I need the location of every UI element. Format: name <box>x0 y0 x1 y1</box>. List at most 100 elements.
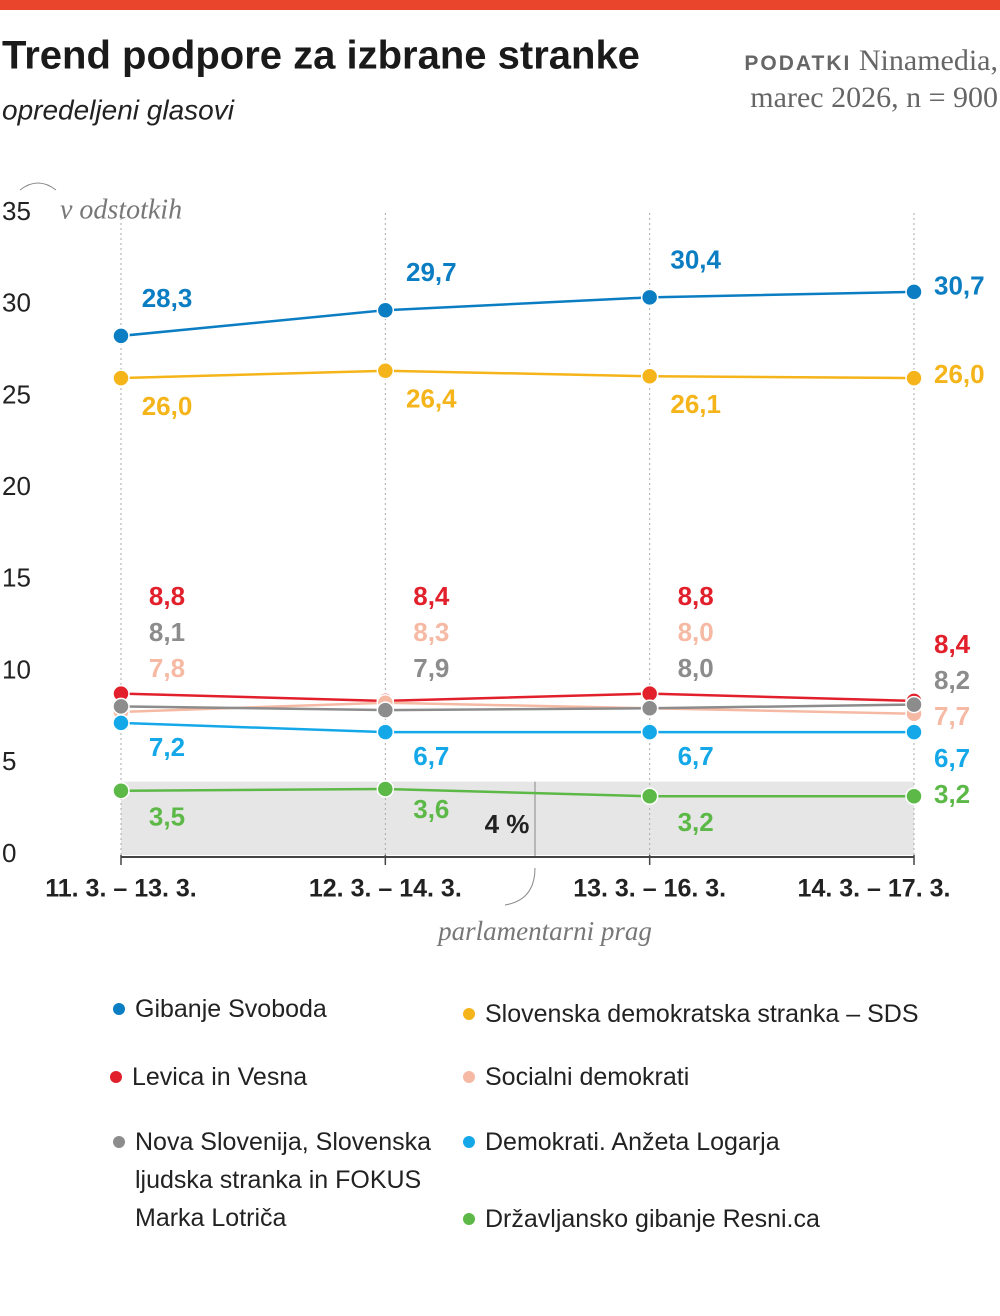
source-label: PODATKI <box>744 52 852 75</box>
point <box>640 367 659 386</box>
value-label: 8,8 <box>149 581 185 611</box>
point <box>905 369 923 387</box>
chart: Trend podpore za izbrane stranke opredel… <box>0 0 1000 946</box>
series-line <box>120 721 914 734</box>
value-label: 8,0 <box>678 617 714 647</box>
legend-label: Socialni demokrati <box>485 1063 690 1091</box>
x-tick-label: 12. 3. – 14. 3. <box>309 875 462 903</box>
legend-label: Nova Slovenija, Slovenska ljudska strank… <box>135 1128 431 1232</box>
legend-marker <box>113 1003 125 1015</box>
legend-item: Slovenska demokratska stranka – SDS <box>463 995 965 1033</box>
legend-marker <box>463 1213 475 1225</box>
y-tick-label: 10 <box>2 654 31 684</box>
legend-item: Državljansko gibanje Resni.ca <box>463 1200 965 1238</box>
point <box>376 723 395 741</box>
legend-marker <box>113 1136 125 1148</box>
value-label: 26,0 <box>934 359 985 389</box>
value-label: 3,5 <box>149 802 185 832</box>
value-label: 3,2 <box>678 807 714 837</box>
y-tick-label: 0 <box>2 838 16 868</box>
threshold-label: 4 % <box>485 809 530 839</box>
value-label: 7,7 <box>934 701 970 731</box>
legend-marker <box>110 1071 122 1083</box>
point <box>112 714 130 732</box>
value-label: 3,2 <box>934 779 970 809</box>
point <box>376 361 395 380</box>
x-tick-label: 13. 3. – 16. 3. <box>573 875 726 903</box>
value-label: 6,7 <box>934 743 970 773</box>
point <box>640 787 659 806</box>
value-label: 8,1 <box>149 617 185 647</box>
chart-title: Trend podpore za izbrane stranke <box>2 34 640 78</box>
value-label: 6,7 <box>413 741 449 771</box>
value-label: 29,7 <box>406 257 457 287</box>
point <box>112 782 130 800</box>
y-tick-label: 15 <box>2 563 31 593</box>
series-line <box>120 692 915 703</box>
point <box>640 288 659 307</box>
legend-marker <box>463 1136 475 1148</box>
value-label: 7,2 <box>149 732 185 762</box>
value-label: 8,0 <box>678 653 714 683</box>
source: PODATKI Ninamedia, marec 2026, n = 900 <box>698 44 998 115</box>
point <box>905 283 923 301</box>
value-label: 7,8 <box>149 653 185 683</box>
chart-subtitle: opredeljeni glasovi <box>2 94 235 125</box>
legend-marker <box>463 1071 475 1083</box>
legend-label: Državljansko gibanje Resni.ca <box>485 1205 820 1233</box>
legend-label: Demokrati. Anžeta Logarja <box>485 1128 780 1156</box>
series-line <box>120 369 915 380</box>
point <box>905 787 923 806</box>
threshold-annotation: parlamentarni prag <box>436 916 652 946</box>
point <box>376 301 395 319</box>
point <box>376 701 395 719</box>
value-label: 8,2 <box>934 665 970 695</box>
legend-item: Gibanje Svoboda <box>113 990 615 1028</box>
y-tick-label: 20 <box>2 471 31 501</box>
y-tick-label: 5 <box>2 746 16 776</box>
point <box>905 695 923 714</box>
value-label: 8,4 <box>413 581 450 611</box>
value-label: 28,3 <box>142 283 193 313</box>
source-text: Ninamedia, marec 2026, n = 900 <box>750 44 998 114</box>
x-tick-label: 11. 3. – 13. 3. <box>45 875 197 903</box>
legend-marker <box>463 1008 475 1020</box>
series-line <box>120 787 914 798</box>
legend-label: Levica in Vesna <box>132 1063 308 1091</box>
y-axis-label: v odstotkih <box>60 194 182 225</box>
x-tick-label: 14. 3. – 17. 3. <box>798 875 951 903</box>
value-label: 8,4 <box>934 629 971 659</box>
value-label: 8,3 <box>413 617 449 647</box>
decor <box>19 182 57 191</box>
legend-item: Demokrati. Anžeta Logarja <box>463 1123 965 1161</box>
point <box>905 723 923 741</box>
value-label: 7,9 <box>413 653 449 683</box>
value-label: 30,4 <box>670 244 721 274</box>
value-label: 30,7 <box>934 271 985 301</box>
value-label: 8,8 <box>678 581 714 611</box>
y-tick-label: 35 <box>2 196 31 226</box>
series-line <box>120 290 915 338</box>
y-tick-label: 30 <box>2 288 31 318</box>
point <box>112 327 130 345</box>
value-label: 26,4 <box>406 384 457 414</box>
legend-label: Gibanje Svoboda <box>135 995 327 1023</box>
series-line <box>120 703 915 712</box>
point <box>112 369 130 387</box>
value-label: 26,0 <box>142 391 193 421</box>
top-bar <box>0 0 1000 10</box>
value-label: 3,6 <box>413 794 449 824</box>
value-label: 26,1 <box>670 389 721 419</box>
point <box>376 780 395 798</box>
legend-item: Socialni demokrati <box>463 1058 965 1096</box>
y-tick-label: 25 <box>2 379 31 409</box>
value-label: 6,7 <box>678 741 714 771</box>
legend-item: Levica in Vesna <box>110 1058 612 1096</box>
legend-label: Slovenska demokratska stranka – SDS <box>485 1000 919 1028</box>
legend-item: Nova Slovenija, Slovenska ljudska strank… <box>113 1123 455 1237</box>
point <box>640 699 659 718</box>
annotation-connector <box>504 867 536 906</box>
point <box>640 723 659 741</box>
